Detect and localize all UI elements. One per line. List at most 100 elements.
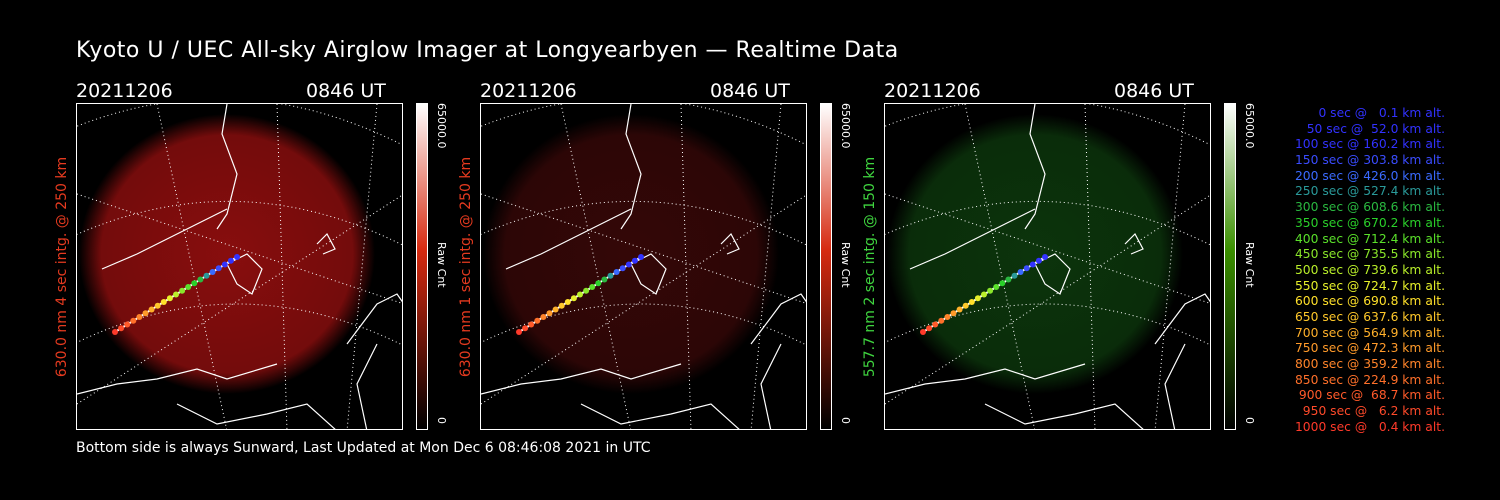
trajectory-point bbox=[173, 291, 179, 298]
colorbar-min-label: 0 bbox=[1243, 417, 1256, 424]
allsky-map bbox=[481, 104, 806, 429]
trajectory-point bbox=[1023, 265, 1030, 272]
legend-row: 600 sec @ 690.8 km alt. bbox=[1294, 294, 1445, 309]
legend-row: 950 sec @ 6.2 km alt. bbox=[1302, 404, 1445, 419]
trajectory-point bbox=[136, 314, 143, 320]
trajectory-point bbox=[1017, 269, 1024, 275]
trajectory-point bbox=[950, 310, 957, 317]
trajectory-point bbox=[962, 302, 969, 309]
trajectory-point bbox=[546, 310, 553, 317]
panel-date: 20211206 bbox=[884, 80, 981, 102]
trajectory-point bbox=[938, 317, 945, 324]
allsky-image bbox=[76, 103, 403, 430]
trajectory-point bbox=[607, 272, 614, 279]
legend-row: 150 sec @ 303.8 km alt. bbox=[1294, 153, 1445, 168]
colorbar bbox=[416, 103, 428, 430]
trajectory-point bbox=[926, 325, 933, 332]
legend-row: 350 sec @ 670.2 km alt. bbox=[1294, 215, 1445, 230]
trajectory-point bbox=[570, 295, 577, 302]
trajectory-point bbox=[583, 287, 590, 294]
map-grid bbox=[77, 104, 402, 429]
colorbar-max-label: 65000.0 bbox=[435, 103, 448, 149]
trajectory-point bbox=[1005, 276, 1012, 283]
airglow-disk bbox=[483, 114, 779, 394]
allsky-map bbox=[885, 104, 1210, 429]
legend-row: 900 sec @ 68.7 km alt. bbox=[1298, 388, 1445, 403]
allsky-map bbox=[77, 104, 402, 429]
trajectory-point bbox=[974, 295, 981, 302]
trajectory-point bbox=[625, 261, 632, 268]
trajectory-point bbox=[118, 325, 125, 332]
trajectory-point bbox=[981, 291, 987, 298]
airglow-disk bbox=[887, 114, 1183, 394]
panel-time: 0846 UT bbox=[710, 80, 790, 102]
imager-panel-3: 20211206 0846 UT 557.7 nm 2 sec intg. @ … bbox=[862, 80, 1256, 430]
trajectory-point bbox=[987, 287, 994, 294]
colorbar bbox=[1224, 103, 1236, 430]
panel-date: 20211206 bbox=[480, 80, 577, 102]
trajectory-point bbox=[112, 329, 118, 335]
coastlines bbox=[77, 104, 402, 429]
trajectory-point bbox=[577, 291, 583, 298]
allsky-image bbox=[480, 103, 807, 430]
legend-row: 400 sec @ 712.4 km alt. bbox=[1294, 231, 1445, 246]
panel-ylabel: 630.0 nm 1 sec intg. @ 250 km bbox=[458, 156, 474, 378]
trajectory-point bbox=[234, 254, 240, 260]
trajectory-point bbox=[154, 302, 161, 309]
trajectory-point bbox=[613, 269, 620, 275]
panel-time: 0846 UT bbox=[1114, 80, 1194, 102]
legend-row: 750 sec @ 472.3 km alt. bbox=[1294, 341, 1445, 356]
legend-row: 200 sec @ 426.0 km alt. bbox=[1294, 168, 1445, 183]
imager-panel-2: 20211206 0846 UT 630.0 nm 1 sec intg. @ … bbox=[458, 80, 852, 430]
trajectory-point bbox=[999, 280, 1006, 287]
legend-row: 0 sec @ 0.1 km alt. bbox=[1318, 106, 1445, 120]
legend-row: 550 sec @ 724.7 km alt. bbox=[1294, 278, 1445, 293]
trajectory-point bbox=[1035, 257, 1042, 264]
trajectory-point bbox=[534, 317, 541, 324]
trajectory-point bbox=[215, 265, 222, 272]
panel-ylabel: 557.7 nm 2 sec intg. @ 150 km bbox=[862, 156, 878, 378]
legend-row: 100 sec @ 160.2 km alt. bbox=[1294, 137, 1445, 152]
map-grid bbox=[481, 104, 806, 429]
legend-row: 850 sec @ 224.9 km alt. bbox=[1294, 372, 1445, 387]
legend-row: 1000 sec @ 0.4 km alt. bbox=[1294, 419, 1445, 434]
coastlines bbox=[481, 104, 806, 429]
trajectory-point bbox=[522, 325, 529, 332]
trajectory-point bbox=[160, 299, 167, 305]
trajectory-point bbox=[993, 284, 1000, 290]
trajectory-point bbox=[638, 254, 644, 260]
allsky-image bbox=[884, 103, 1211, 430]
trajectory-point bbox=[1011, 272, 1018, 279]
legend-row: 700 sec @ 564.9 km alt. bbox=[1294, 325, 1445, 340]
legend-row: 250 sec @ 527.4 km alt. bbox=[1294, 184, 1445, 199]
colorbar-min-label: 0 bbox=[435, 417, 448, 424]
trajectory-point bbox=[124, 321, 131, 328]
trajectory-point bbox=[631, 257, 638, 264]
trajectory-point bbox=[203, 272, 210, 279]
map-grid bbox=[885, 104, 1210, 429]
altitude-legend: 0 sec @ 0.1 km alt. 50 sec @ 52.0 km alt.… bbox=[1260, 106, 1445, 435]
trajectory-point bbox=[191, 280, 198, 287]
trajectory-point bbox=[528, 321, 535, 328]
trajectory-point bbox=[516, 329, 522, 335]
trajectory-point bbox=[227, 257, 234, 264]
trajectory-point bbox=[1029, 261, 1036, 268]
panel-ylabel: 630.0 nm 4 sec intg. @ 250 km bbox=[54, 156, 70, 378]
trajectory-point bbox=[552, 306, 559, 313]
trajectory-point bbox=[540, 314, 547, 320]
trajectory-point bbox=[148, 306, 155, 313]
trajectory-point bbox=[564, 299, 571, 305]
footer-note: Bottom side is always Sunward, Last Upda… bbox=[76, 440, 651, 456]
trajectory-point bbox=[1042, 254, 1048, 260]
legend-row: 450 sec @ 735.5 km alt. bbox=[1294, 247, 1445, 262]
trajectory-point bbox=[601, 276, 608, 283]
colorbar bbox=[820, 103, 832, 430]
trajectory-point bbox=[968, 299, 975, 305]
colorbar-unit-label: Raw Cnt bbox=[435, 242, 448, 288]
legend-row: 300 sec @ 608.6 km alt. bbox=[1294, 200, 1445, 215]
legend-row: 800 sec @ 359.2 km alt. bbox=[1294, 357, 1445, 371]
trajectory-point bbox=[221, 261, 228, 268]
coastlines bbox=[885, 104, 1210, 429]
trajectory-point bbox=[932, 321, 939, 328]
trajectory-point bbox=[166, 295, 173, 302]
